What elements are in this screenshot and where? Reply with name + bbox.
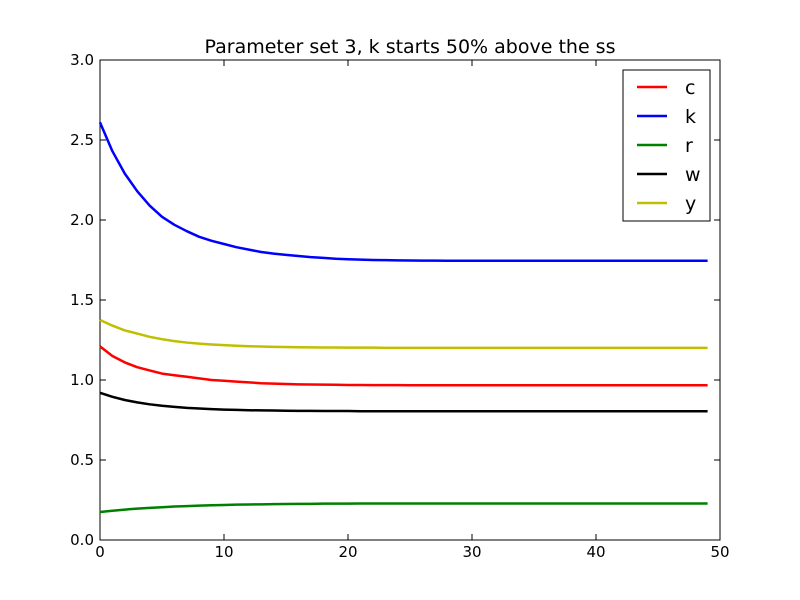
x-tick-label: 30	[462, 543, 481, 561]
x-tick-label: 40	[586, 543, 605, 561]
y-tick-label: 0.0	[70, 531, 94, 549]
legend-label-c: c	[685, 77, 695, 99]
legend-label-k: k	[685, 106, 696, 128]
plot-frame	[99, 59, 721, 541]
x-tick-label: 50	[710, 543, 729, 561]
legend-label-r: r	[685, 135, 693, 157]
y-tick-label: 0.5	[70, 451, 94, 469]
plot-area: 0 10 20 30 40 50 0.0 0.5 1.0 1.5 2.0 2.5 3.0	[70, 51, 729, 561]
x-tick-label: 10	[214, 543, 233, 561]
series-lines	[98, 121, 708, 514]
series-line-r	[99, 502, 708, 514]
x-tick-label: 20	[338, 543, 357, 561]
y-tick-label: 1.5	[70, 291, 94, 309]
chart-title: Parameter set 3, k starts 50% above the …	[205, 36, 616, 58]
series-line-k	[98, 121, 708, 263]
y-tick-label: 2.5	[70, 131, 94, 149]
axis-ticks: 0 10 20 30 40 50 0.0 0.5 1.0 1.5 2.0 2.5 3.0	[70, 51, 729, 561]
x-tick-label: 0	[95, 543, 105, 561]
y-tick-label: 1.0	[70, 371, 94, 389]
series-line-y	[99, 318, 708, 350]
y-tick-label: 3.0	[70, 51, 94, 69]
y-tick-label: 2.0	[70, 211, 94, 229]
series-line-c	[99, 345, 708, 387]
legend-label-y: y	[685, 193, 696, 215]
legend-label-w: w	[685, 164, 701, 186]
series-line-w	[99, 391, 708, 413]
